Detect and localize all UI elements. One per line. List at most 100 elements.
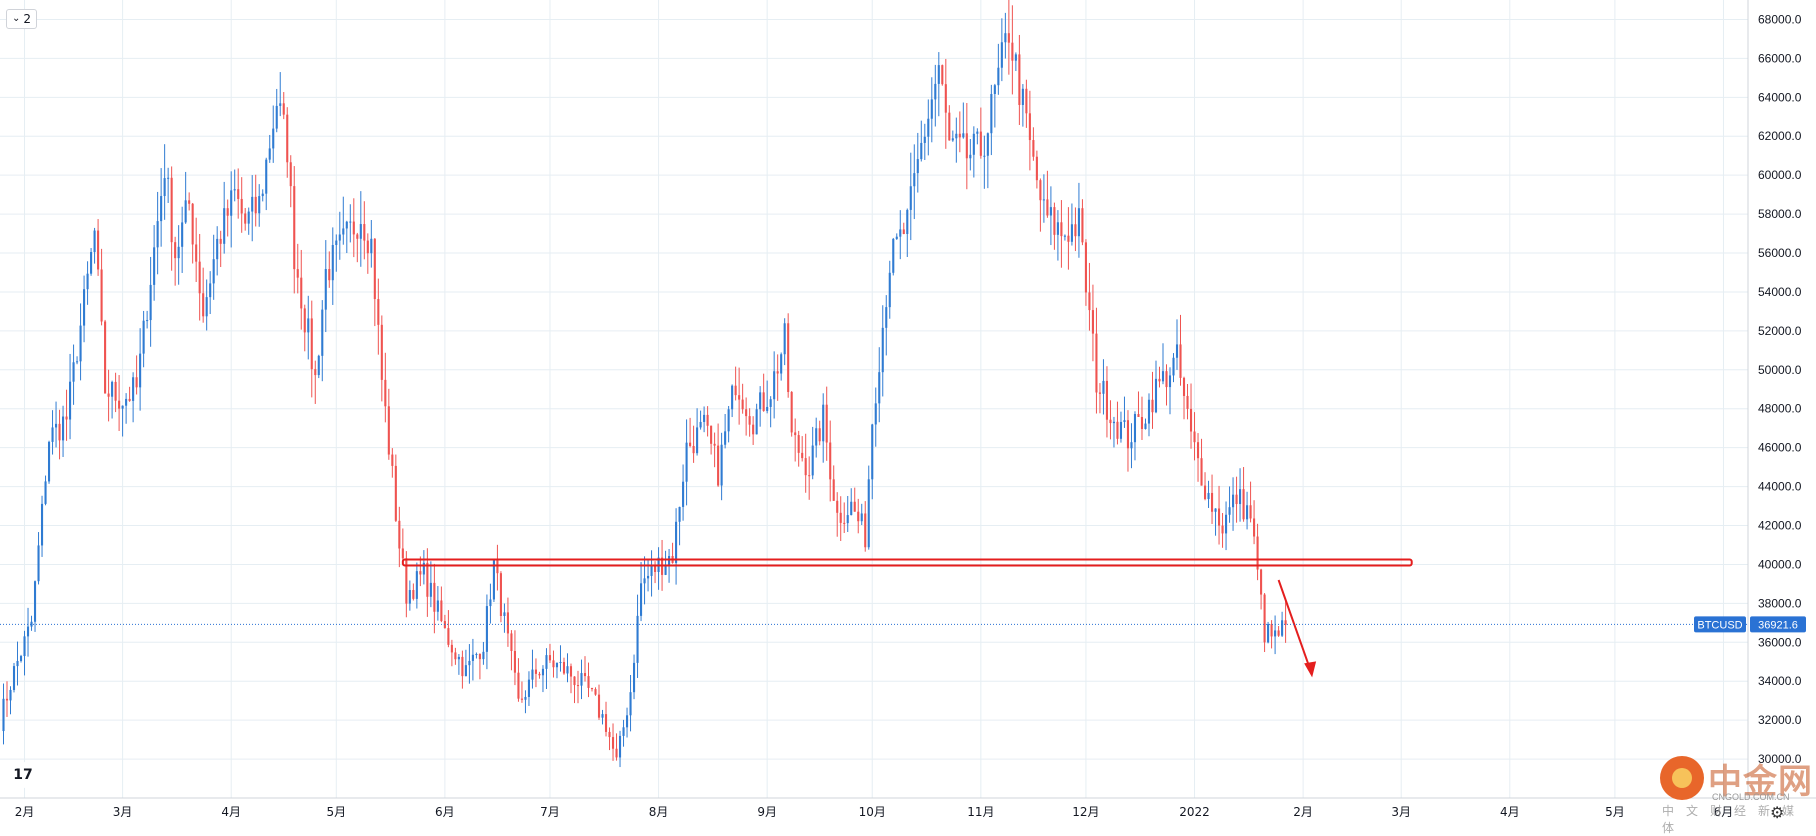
candle-body: [457, 656, 460, 660]
settings-gear-icon[interactable]: ⚙: [1770, 805, 1785, 822]
candle-body: [650, 565, 653, 576]
candle-body: [853, 501, 856, 512]
candle-body: [1151, 399, 1154, 413]
candle-body: [675, 521, 678, 563]
candle-body: [927, 118, 930, 137]
candle-body: [647, 575, 650, 579]
candle-body: [111, 381, 114, 397]
candle-body: [1253, 518, 1256, 537]
down-arrow-head: [1304, 661, 1317, 678]
candle-body: [1095, 333, 1098, 393]
candle-body: [363, 224, 366, 241]
price-tick-label: 54000.0: [1758, 285, 1802, 299]
candle-body: [965, 133, 968, 159]
candle-body: [520, 698, 523, 700]
candle-body: [384, 379, 387, 407]
candle-body: [576, 685, 580, 687]
candle-body: [668, 556, 671, 566]
candle-body: [352, 221, 355, 235]
candle-body: [846, 515, 849, 524]
candle-body: [1070, 224, 1073, 242]
candle-body: [881, 327, 884, 373]
price-axis[interactable]: 30000.0 32000.0 34000.0 36000.0 38000.0 40000…: [1758, 12, 1802, 766]
price-tick-label: 48000.0: [1758, 402, 1802, 416]
symbol-tag-label: BTCUSD: [1697, 619, 1742, 631]
candle-body: [1077, 208, 1080, 237]
candle-body: [538, 673, 541, 676]
candle-body: [527, 679, 531, 697]
candle-body: [398, 520, 401, 549]
candle-body: [198, 261, 201, 294]
candle-body: [226, 208, 229, 216]
price-tick-label: 38000.0: [1758, 596, 1802, 610]
price-tick-label: 30000.0: [1758, 752, 1802, 766]
time-tick-label: 10月: [859, 805, 886, 819]
candle-body: [801, 452, 804, 459]
candle-body: [1035, 156, 1038, 181]
time-axis-bg[interactable]: [0, 798, 1816, 827]
candle-body: [972, 133, 975, 155]
candle-body: [843, 522, 846, 524]
candle-body: [482, 651, 485, 660]
candle-body: [240, 198, 243, 214]
candle-body: [321, 309, 324, 356]
candle-body: [65, 416, 68, 420]
candle-body: [902, 229, 905, 235]
candle-body: [531, 669, 534, 680]
candle-body: [566, 666, 569, 674]
candle-body: [1056, 222, 1059, 235]
candle-body: [128, 398, 131, 401]
candle-body: [1140, 416, 1144, 429]
tradingview-logo[interactable]: 17: [8, 762, 38, 788]
candle-body: [909, 186, 912, 210]
candle-body: [731, 385, 734, 410]
candle-body: [429, 582, 432, 597]
price-axis-bg[interactable]: [1748, 0, 1816, 798]
candle-body: [408, 590, 411, 604]
candle-body: [804, 458, 807, 476]
candle-body: [380, 324, 383, 380]
candle-body: [468, 660, 471, 666]
candle-body: [1193, 431, 1196, 443]
price-tick-label: 56000.0: [1758, 246, 1802, 260]
candle-body: [1137, 414, 1140, 417]
time-tick-label: 2月: [1293, 805, 1313, 819]
candle-body: [850, 501, 853, 516]
candle-body: [696, 427, 699, 454]
watermark-title: 中金网: [1708, 762, 1813, 802]
candle-body: [440, 600, 443, 622]
candle-body: [580, 673, 583, 686]
candle-body: [195, 244, 198, 262]
candle-body: [331, 245, 334, 281]
candle-body: [268, 148, 271, 160]
time-tick-label: 3月: [1391, 805, 1411, 819]
down-arrow-shaft: [1277, 579, 1312, 670]
candle-body: [969, 154, 972, 159]
candle-body: [1270, 624, 1273, 637]
candle-body: [962, 133, 965, 138]
candle-body: [433, 582, 436, 612]
candle-body: [19, 656, 23, 661]
candle-body: [1260, 569, 1263, 595]
time-axis[interactable]: 2月 3月 4月 5月 6月 7月 8月 9月 10月 11月 12月 2022 2月 3月 4月 5月 6月: [15, 805, 1734, 819]
candle-body: [993, 85, 996, 95]
candle-body: [450, 644, 453, 653]
candle-body: [776, 371, 779, 374]
collapse-indicators-button[interactable]: ⌄ 2: [6, 9, 38, 29]
candle-body: [906, 209, 909, 235]
chart-grid: [0, 0, 1748, 798]
candle-body: [72, 362, 75, 382]
candle-body: [1032, 140, 1035, 157]
candle-body: [401, 548, 404, 559]
candle-body: [769, 399, 772, 407]
candle-body: [394, 465, 397, 521]
candle-body: [783, 323, 786, 355]
candle-body: [625, 715, 629, 728]
candle-body: [216, 238, 219, 260]
candle-body: [1207, 492, 1210, 500]
candle-body: [1274, 630, 1277, 637]
candle-body: [51, 427, 54, 442]
candle-body: [114, 381, 117, 401]
candle-body: [790, 391, 793, 433]
